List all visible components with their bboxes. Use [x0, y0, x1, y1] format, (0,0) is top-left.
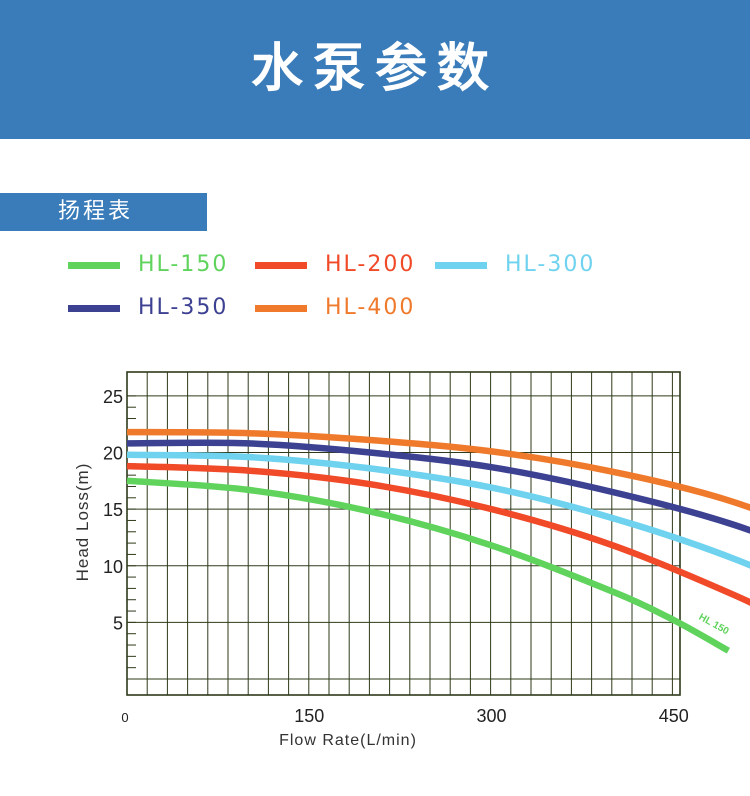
- x-tick-label: 450: [659, 706, 689, 726]
- x-axis-label: Flow Rate(L/min): [279, 732, 417, 749]
- series-line-hl-150: [126, 477, 730, 654]
- section-tab: 扬程表: [0, 193, 207, 231]
- series-line-hl-300: [126, 451, 750, 569]
- y-tick-label: 10: [103, 557, 123, 577]
- plot-frame: [126, 371, 681, 696]
- series-line-hl-350: [126, 439, 750, 534]
- legend-label: HL-150: [138, 252, 229, 277]
- legend-label: HL-350: [138, 295, 229, 320]
- legend-label: HL-300: [505, 252, 596, 277]
- series-line-hl-200: [126, 462, 750, 606]
- y-tick-label: 20: [103, 444, 123, 464]
- section-tab-label: 扬程表: [58, 199, 134, 224]
- legend-swatch: [255, 305, 307, 312]
- legend-swatch: [255, 262, 307, 269]
- page-title: 水泵参数: [250, 39, 499, 99]
- y-tick-label: 5: [113, 613, 123, 633]
- series-line-hl-400: [126, 428, 750, 512]
- legend-swatch: [435, 262, 487, 269]
- legend-label: HL-400: [325, 295, 416, 320]
- x-tick-label: 0: [121, 710, 128, 725]
- y-tick-label: 25: [103, 387, 123, 407]
- legend-swatch: [68, 262, 120, 269]
- header-banner: [0, 0, 750, 139]
- x-tick-label: 300: [476, 706, 506, 726]
- legend-swatch: [68, 305, 120, 312]
- y-tick-label: 15: [103, 500, 123, 520]
- x-tick-label: 150: [294, 706, 324, 726]
- y-axis-label: Head Loss(m): [73, 463, 92, 582]
- legend-label: HL-200: [325, 252, 416, 277]
